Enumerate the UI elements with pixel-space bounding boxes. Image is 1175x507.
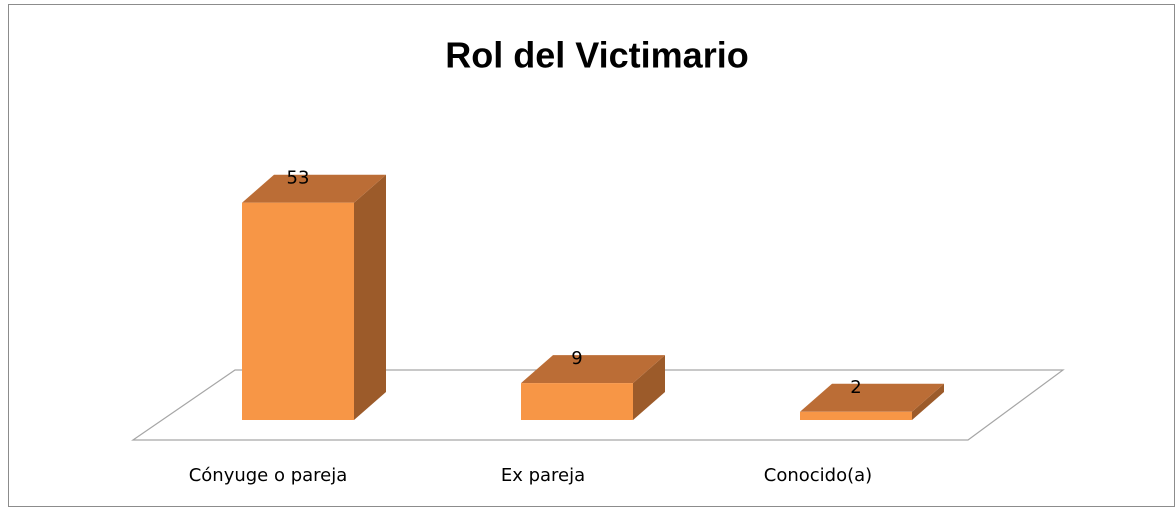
chart-border	[8, 4, 1175, 507]
bar-top	[800, 383, 944, 412]
data-label: 2	[850, 377, 861, 398]
bar	[800, 411, 912, 420]
bar	[521, 383, 633, 420]
bar	[242, 202, 354, 420]
bar-side	[912, 383, 944, 420]
bar-top	[242, 174, 386, 203]
bar-top	[521, 355, 665, 384]
x-tick-label: Conocido(a)	[764, 465, 872, 486]
floor	[131, 369, 1065, 441]
data-label: 9	[571, 348, 582, 369]
x-tick-label: Ex pareja	[501, 465, 585, 486]
x-tick-label: Cónyuge o pareja	[189, 465, 348, 486]
bar-side	[354, 174, 386, 420]
data-label: 53	[287, 168, 310, 189]
chart-title: Rol del Victimario	[445, 35, 748, 76]
bar-side	[633, 355, 665, 420]
